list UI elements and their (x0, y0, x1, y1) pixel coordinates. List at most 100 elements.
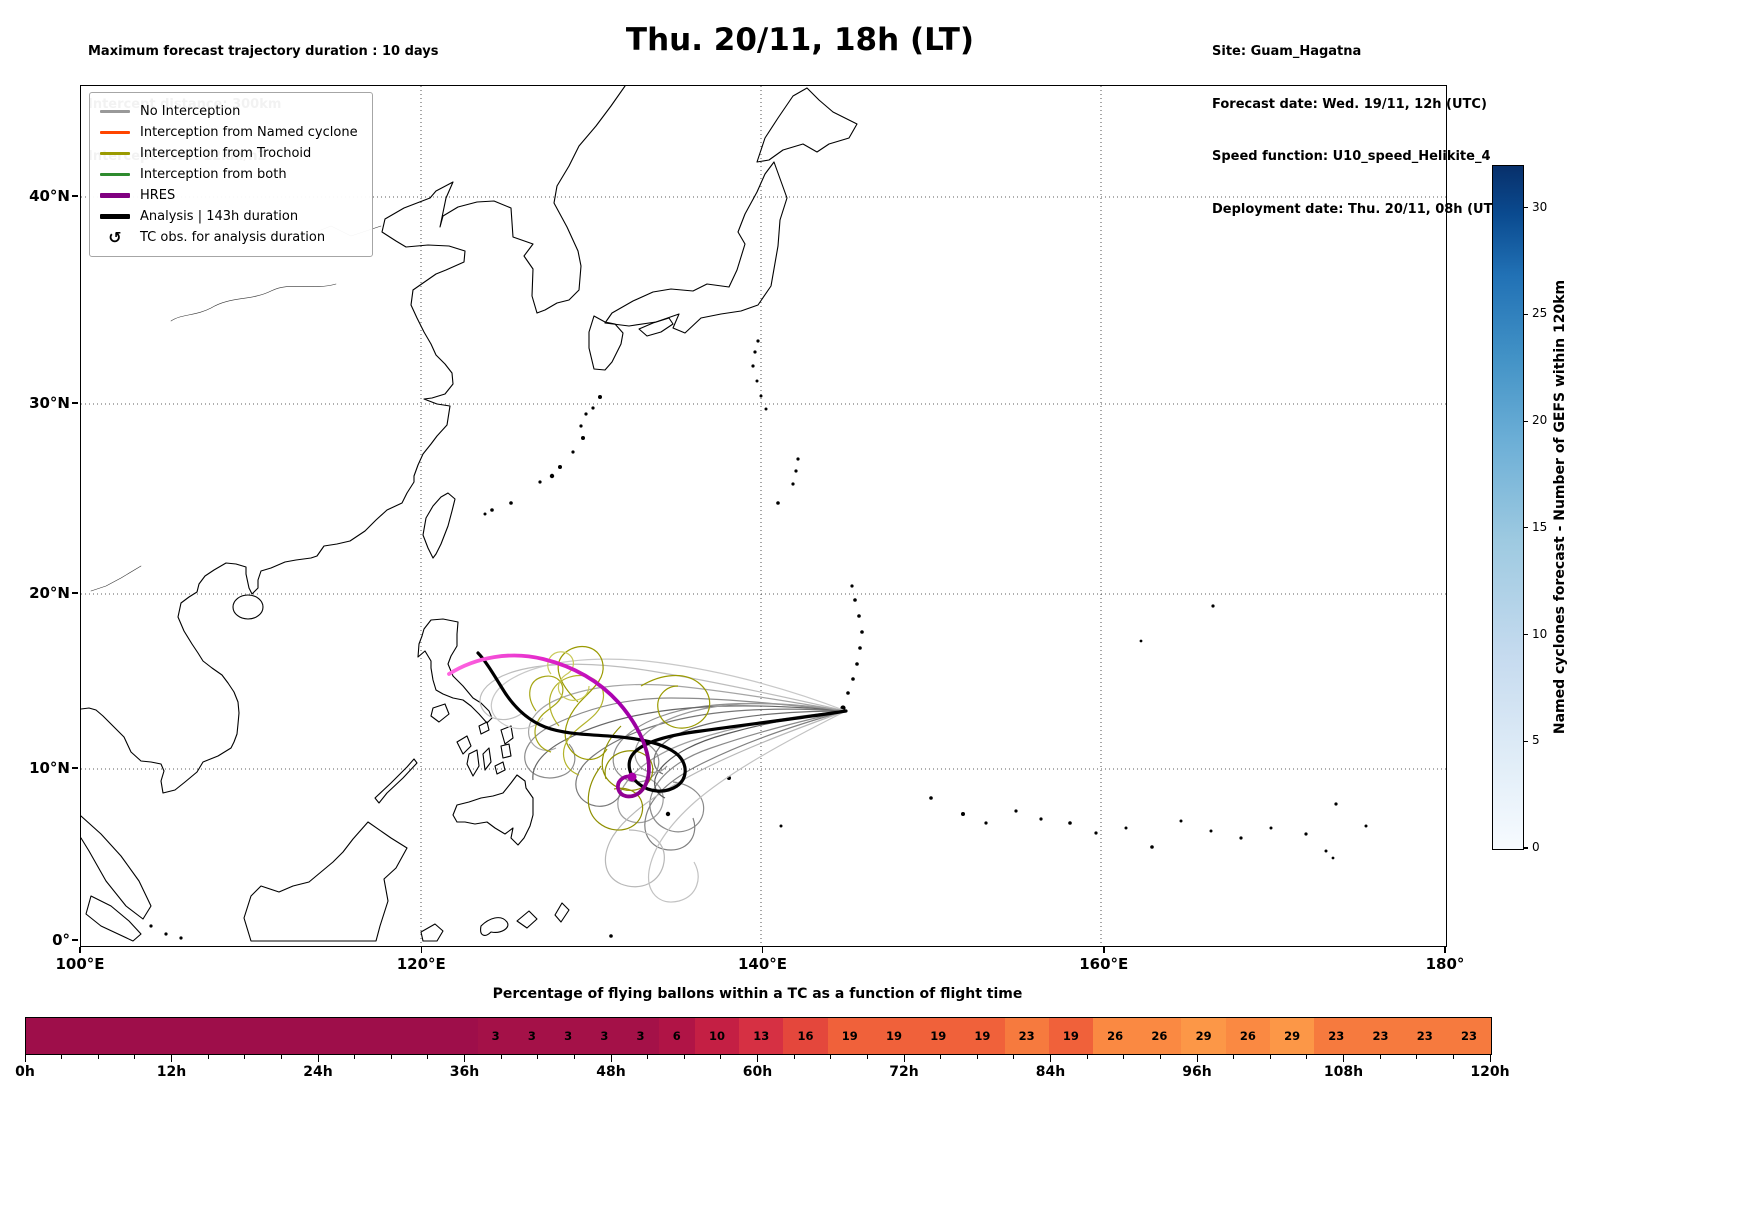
y-tick-label: 40°N (29, 187, 70, 205)
time-tick-label: 108h (1323, 1064, 1364, 1080)
x-tick-mark (79, 946, 81, 953)
time-tick-mark (1159, 1055, 1161, 1059)
x-tick-label: 160°E (1079, 955, 1129, 973)
legend-label: Interception from Trochoid (140, 146, 312, 161)
balloon-bar-segment (26, 1018, 55, 1054)
coastlines (81, 86, 858, 942)
balloon-bar-segment: 23 (1358, 1018, 1403, 1054)
balloon-percentage-value: 26 (1107, 1029, 1124, 1043)
balloon-bar-segment (308, 1018, 337, 1054)
legend-line-swatch (100, 131, 130, 134)
colorbar-tick-mark (1523, 313, 1528, 315)
time-tick-mark (830, 1055, 832, 1059)
balloon-bar-segment: 19 (916, 1018, 961, 1054)
time-tick-label: 36h (449, 1064, 480, 1080)
legend-item: Interception from both (100, 164, 358, 185)
time-tick-label: 96h (1182, 1064, 1212, 1080)
balloon-percentage-value: 19 (841, 1029, 858, 1043)
speed-function-line: Speed function: U10_speed_Helikite_4 (1212, 149, 1491, 165)
time-tick-mark (1086, 1055, 1088, 1059)
balloon-bar-segment: 3 (549, 1018, 587, 1054)
trajectories-no-interception (479, 658, 847, 903)
colorbar-tick-label: 5 (1532, 733, 1540, 748)
balloon-bar-segment: 3 (513, 1018, 550, 1054)
hres-track-end (627, 772, 637, 782)
colorbar-tick-label: 0 (1532, 840, 1540, 854)
x-tick-mark (1444, 946, 1446, 953)
colorbar-tick-mark (1523, 847, 1528, 849)
y-tick-mark (72, 767, 78, 769)
y-tick-mark (72, 592, 78, 594)
balloon-percentage-value: 10 (709, 1029, 726, 1043)
x-tick-label: 180° (1425, 955, 1465, 973)
x-tick-label: 140°E (737, 955, 788, 973)
balloon-percentage-value: 19 (930, 1029, 947, 1043)
x-tick-mark (420, 946, 422, 953)
time-tick-mark (97, 1055, 99, 1059)
balloon-bar-segment: 19 (960, 1018, 1005, 1054)
balloon-bar-segment (251, 1018, 280, 1054)
time-tick-mark (61, 1055, 63, 1059)
graticule-gridlines (81, 86, 1446, 946)
balloon-bar-segment: 23 (1446, 1018, 1492, 1054)
time-tick-mark (1379, 1055, 1381, 1059)
forecast-date-line: Forecast date: Wed. 19/11, 12h (UTC) (1212, 96, 1487, 112)
time-tick-mark (866, 1055, 868, 1059)
time-tick-mark (1416, 1055, 1418, 1059)
balloon-bar-segment: 29 (1181, 1018, 1226, 1054)
balloon-percentage-value: 6 (672, 1029, 681, 1043)
legend-label: Analysis | 143h duration (140, 209, 299, 224)
time-tick-mark (573, 1055, 575, 1059)
balloon-percentage-value: 19 (885, 1029, 902, 1043)
balloon-bar-segment: 19 (827, 1018, 872, 1054)
legend-line-swatch (100, 213, 130, 220)
balloon-bar-segment: 23 (1402, 1018, 1447, 1054)
balloon-percentage-value: 23 (1018, 1029, 1035, 1043)
legend-items: No Interception Interception from Named c… (100, 101, 358, 248)
colorbar-tick-mark (1523, 740, 1528, 742)
time-tick-mark (354, 1055, 356, 1059)
balloon-bar-segment (110, 1018, 139, 1054)
map-canvas (81, 86, 1446, 946)
balloon-bar-segment: 3 (622, 1018, 659, 1054)
legend-item: Interception from Trochoid (100, 143, 358, 164)
colorbar-tick-label: 25 (1532, 306, 1548, 321)
x-tick-label: 120°E (396, 955, 446, 973)
legend-label: HRES (140, 188, 176, 203)
balloon-percentage-value: 26 (1151, 1029, 1168, 1043)
time-tick-mark (1123, 1055, 1125, 1059)
colorbar-tick-label: 10 (1532, 626, 1548, 641)
balloon-percentage-bar: 3 3 3 3 3 6 10 13 16 19 19 19 19 23 19 26 26 29 26 29 23 23 23… (25, 1017, 1492, 1055)
balloon-percentage-value: 3 (600, 1029, 609, 1043)
legend-item: No Interception (100, 101, 358, 122)
time-tick-mark (427, 1055, 429, 1059)
balloon-percentage-value: 16 (797, 1029, 814, 1043)
balloon-bar-segment (364, 1018, 393, 1054)
balloon-percentage-value: 23 (1416, 1029, 1433, 1043)
time-tick-mark (207, 1055, 209, 1059)
balloon-bar-segment: 13 (739, 1018, 784, 1054)
colorbar-label: Named cyclones forecast - Number of GEFS… (1552, 279, 1568, 735)
time-tick-mark (683, 1055, 685, 1059)
small-island-dots (149, 339, 1368, 940)
balloon-bar-segment (195, 1018, 224, 1054)
time-tick-mark (24, 1055, 26, 1062)
colorbar-tick-mark (1523, 207, 1528, 209)
balloon-percentage-value: 19 (974, 1029, 991, 1043)
colorbar-tick-label: 15 (1532, 519, 1548, 534)
y-tick-mark (72, 195, 78, 197)
balloon-percentage-value: 3 (491, 1029, 500, 1043)
time-tick-label: 0h (15, 1064, 35, 1080)
balloon-percentage-value: 23 (1372, 1029, 1389, 1043)
time-tick-mark (757, 1055, 758, 1062)
y-tick-mark (72, 939, 78, 941)
balloon-bar-segment (392, 1018, 422, 1054)
balloon-bar-segment (223, 1018, 252, 1054)
map-legend: No Interception Interception from Named c… (89, 92, 373, 257)
time-tick-mark (793, 1055, 795, 1059)
map-panel: No Interception Interception from Named c… (80, 85, 1447, 947)
balloon-percentage-value: 26 (1239, 1029, 1256, 1043)
river-lines (90, 225, 382, 592)
balloon-bar-segment: 23 (1314, 1018, 1359, 1054)
